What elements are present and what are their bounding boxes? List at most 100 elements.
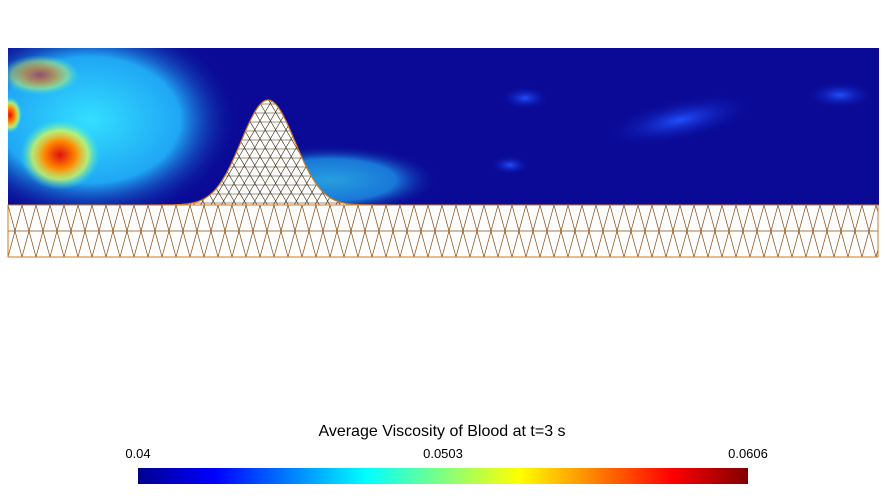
mesh-edge [735, 205, 744, 232]
mesh-edge [98, 230, 107, 257]
mesh-edge [245, 230, 254, 257]
mesh-edge [273, 230, 282, 257]
mesh-edge [126, 230, 135, 257]
mesh-edge [455, 230, 464, 257]
mesh-edge [14, 205, 23, 232]
mesh-edge [336, 205, 345, 232]
mesh-edge [147, 230, 156, 257]
mesh-edge [875, 205, 878, 214]
mesh-edge [595, 205, 604, 232]
mesh-edge [140, 205, 149, 232]
mesh-edge [56, 205, 65, 232]
mesh-edge [175, 230, 184, 257]
mesh-edge [805, 205, 814, 232]
mesh-edge [441, 205, 450, 232]
mesh-edge [385, 205, 394, 232]
mesh-edge [231, 230, 240, 257]
mesh-edge [812, 205, 821, 232]
mesh-edge [413, 205, 422, 232]
mesh-edge [441, 230, 450, 257]
mesh-edge [805, 230, 814, 257]
mesh-edge [427, 230, 436, 257]
mesh-edge [420, 230, 429, 257]
mesh-edge [735, 230, 744, 257]
mesh-edge [840, 205, 849, 232]
mesh-edge [252, 230, 261, 257]
mesh-edge [868, 230, 877, 257]
mesh-edge [581, 205, 590, 232]
mesh-edge [483, 230, 492, 257]
mesh-edge [518, 230, 527, 257]
mesh-edge [539, 205, 548, 232]
mesh-edge [140, 230, 149, 257]
mesh-edge [119, 205, 128, 232]
mesh-edge [266, 205, 275, 232]
mesh-edge [252, 100, 323, 205]
mesh-edge [224, 205, 233, 232]
mesh-edge [770, 205, 779, 232]
flow-blob [20, 120, 100, 190]
mesh-edge [651, 230, 660, 257]
mesh-edge [532, 205, 541, 232]
mesh-edge [224, 230, 233, 257]
mesh-edge [378, 205, 387, 232]
mesh-edge [672, 205, 681, 232]
strip-mesh [8, 205, 878, 257]
mesh-edge [742, 205, 751, 232]
mesh-edge [273, 205, 282, 232]
mesh-edge [91, 230, 100, 257]
mesh-edge [504, 205, 513, 232]
mesh-edge [861, 230, 870, 257]
mesh-edge [637, 230, 646, 257]
mesh-edge [84, 230, 93, 257]
mesh-edge [777, 230, 786, 257]
mesh-edge [189, 205, 198, 232]
mesh-edge [553, 230, 562, 257]
mesh-edge [343, 230, 352, 257]
mesh-edge [77, 205, 86, 232]
mesh-edge [700, 205, 709, 232]
mesh-edge [532, 230, 541, 257]
mesh-edge [189, 230, 198, 257]
mesh-edge [259, 230, 268, 257]
mesh-edge [280, 230, 289, 257]
flow-blob [490, 155, 530, 175]
mesh-edge [448, 230, 457, 257]
mesh-edge [28, 205, 37, 232]
mesh-edge [91, 205, 100, 232]
mesh-edge [665, 230, 674, 257]
flow-blob [8, 55, 80, 95]
mesh-edge [476, 230, 485, 257]
mesh-edge [819, 205, 828, 232]
mesh-edge [133, 230, 142, 257]
mesh-edge [609, 230, 618, 257]
mesh-edge [357, 205, 366, 232]
mesh-edge [105, 230, 114, 257]
mesh-edge [406, 230, 415, 257]
mesh-edge [364, 230, 373, 257]
mesh-edge [525, 230, 534, 257]
mesh-edge [581, 230, 590, 257]
mesh-edge [644, 205, 653, 232]
mesh-edge [665, 205, 674, 232]
mesh-edge [616, 205, 625, 232]
mesh-edge [784, 205, 793, 232]
mesh-edge [539, 230, 548, 257]
mesh-edge [371, 205, 380, 232]
mesh-edge [854, 205, 863, 232]
mesh-edge [686, 230, 695, 257]
mesh-edge [21, 230, 30, 257]
mesh-edge [756, 230, 765, 257]
mesh-edge [294, 205, 303, 232]
mesh-edge [658, 230, 667, 257]
colorbar [138, 468, 748, 484]
mesh-edge [42, 205, 51, 232]
colorbar-tick-label: 0.0503 [423, 446, 463, 461]
mesh-edge [207, 100, 279, 205]
mesh-edge [728, 205, 737, 232]
mesh-edge [469, 205, 478, 232]
mesh-edge [210, 205, 219, 232]
mesh-edge [315, 205, 324, 232]
mesh-edge [700, 230, 709, 257]
mesh-edge [567, 230, 576, 257]
